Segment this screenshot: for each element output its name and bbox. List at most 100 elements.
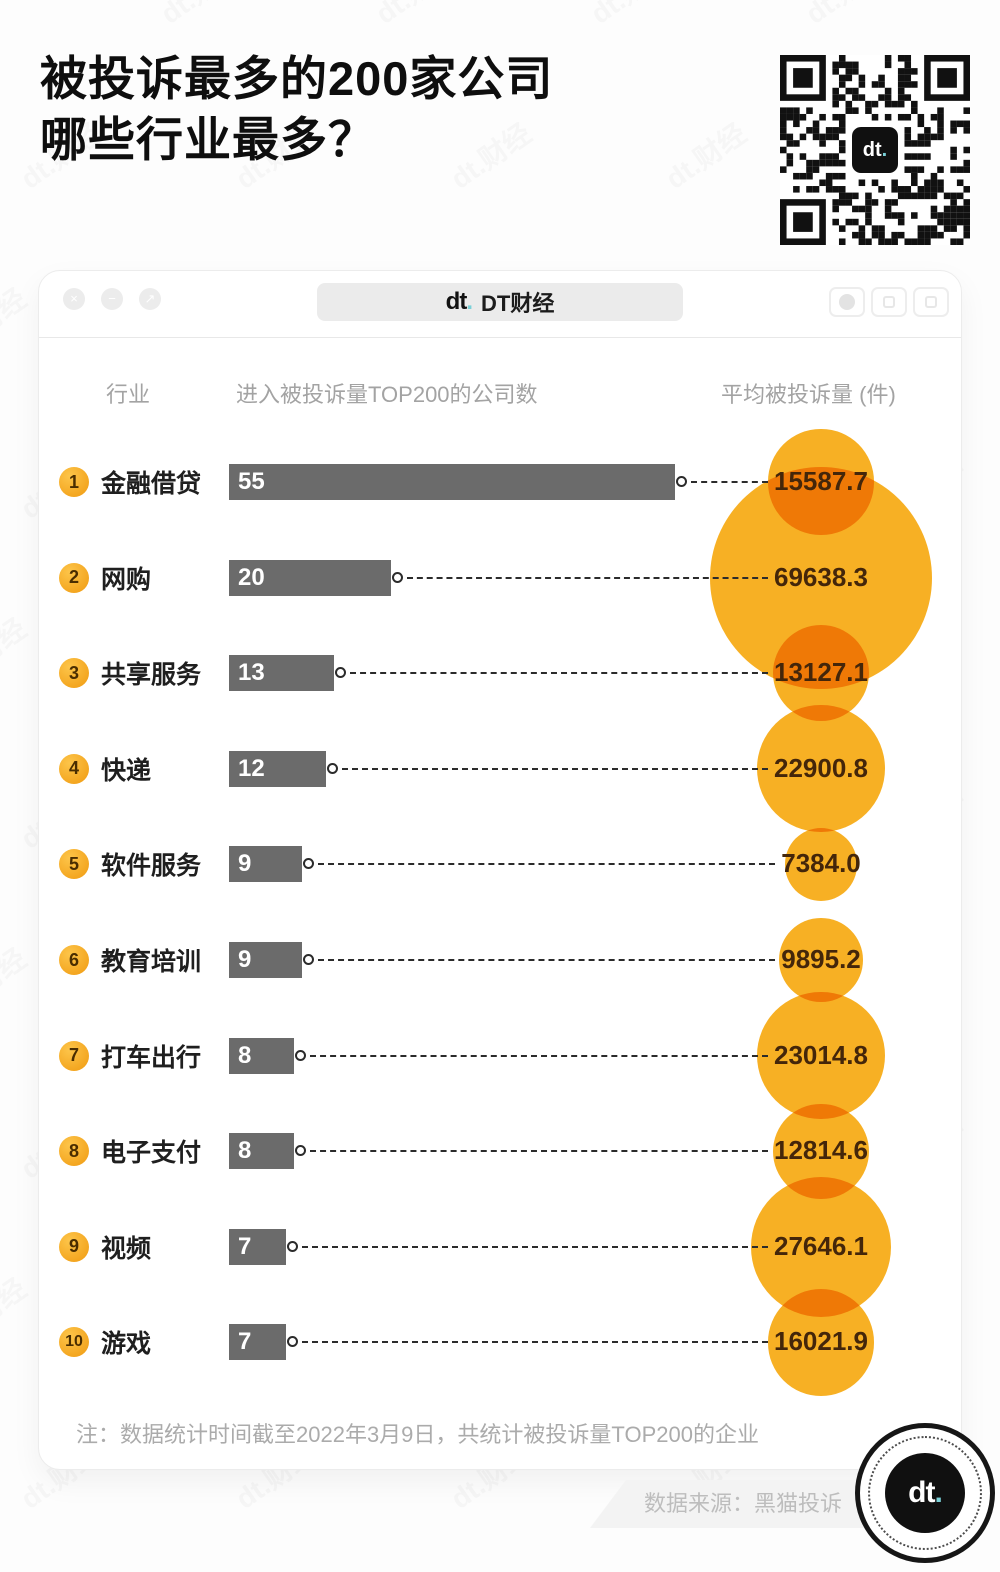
avg-value-label: 15587.7 [774, 466, 868, 496]
connector-line [301, 1245, 768, 1248]
company-count-value: 8 [238, 1137, 252, 1165]
industry-label: 教育培训 [101, 948, 202, 976]
company-count-bar: 8 [229, 1133, 294, 1170]
watermark-text: dt.财经 [367, 0, 464, 32]
record-icon[interactable] [829, 287, 865, 317]
company-count-bar: 9 [229, 846, 302, 883]
company-count-bar: 13 [229, 655, 335, 692]
connector-line [317, 959, 776, 961]
panel-icon[interactable] [913, 287, 949, 317]
column-header-average: 平均被投诉量 (件) [721, 382, 896, 407]
company-count-value: 13 [238, 659, 265, 687]
rank-badge: 5 [59, 849, 89, 880]
connector-line [342, 767, 768, 770]
connector-line [309, 1054, 768, 1057]
industry-label: 游戏 [101, 1330, 152, 1359]
page-title: 被投诉最多的200家公司 哪些行业最多？ [40, 48, 553, 170]
watermark-text: dt.财经 [0, 0, 34, 32]
chart-row: 8 电子支付 8 12814.6 [39, 1103, 963, 1199]
qr-modules [780, 55, 970, 250]
rank-badge: 4 [59, 753, 89, 784]
rank-badge: 8 [59, 1136, 89, 1167]
marker-dot [327, 762, 339, 774]
expand-icon[interactable]: ↗ [139, 288, 161, 310]
marker-dot [302, 954, 314, 965]
industry-label: 视频 [101, 1234, 152, 1263]
rank-badge: 6 [59, 945, 89, 975]
company-count-value: 20 [238, 563, 265, 591]
chart-row: 10 游戏 7 16021.9 [39, 1294, 963, 1390]
qr-logo-text: dt [862, 138, 882, 161]
avg-value-label: 23014.8 [774, 1039, 868, 1070]
marker-dot [294, 1049, 306, 1061]
dt-seal-logo-icon: dt. [885, 1453, 965, 1533]
avg-complaints-bubble [779, 918, 863, 1002]
close-icon[interactable]: × [63, 288, 85, 310]
avg-value-label: 9895.2 [781, 944, 861, 974]
chart-row: 9 视频 7 27646.1 [39, 1199, 963, 1295]
footnote: 注：数据统计时间截至2022年3月9日，共统计被投诉量TOP200的企业 [76, 1422, 759, 1447]
industry-label: 软件服务 [101, 852, 202, 881]
company-count-value: 9 [238, 850, 252, 878]
watermark-text: dt.财经 [0, 612, 32, 690]
industry-label: 网购 [101, 565, 152, 594]
chart-row: 2 网购 20 69638.3 [39, 530, 963, 626]
marker-dot [286, 1240, 298, 1252]
page-title-line2: 哪些行业最多？ [40, 113, 376, 167]
chart-row: 1 金融借贷 55 15587.7 [39, 434, 963, 530]
minimize-icon[interactable]: − [101, 288, 123, 310]
rank-badge: 3 [59, 658, 89, 689]
marker-dot [286, 1336, 298, 1348]
connector-line [690, 481, 768, 483]
avg-complaints-bubble [757, 991, 885, 1120]
marker-dot [302, 858, 314, 870]
chart-row: 5 软件服务 9 7384.0 [39, 816, 963, 912]
card-header: × − ↗ dt. DT财经 [39, 271, 961, 337]
industry-label: 电子支付 [101, 1139, 202, 1168]
rank-badge: 2 [59, 562, 89, 593]
company-count-value: 9 [238, 946, 252, 973]
avg-complaints-bubble [767, 1289, 875, 1396]
page-title-line1: 被投诉最多的200家公司 [40, 52, 554, 105]
company-count-bar: 20 [229, 559, 391, 596]
watermark-text: dt.财经 [152, 0, 249, 32]
dotted-ring [868, 1436, 982, 1550]
industry-label: 金融借贷 [101, 470, 202, 498]
avg-value-label: 22900.8 [774, 752, 868, 783]
company-count-bar: 9 [229, 942, 302, 978]
connector-line [407, 576, 768, 579]
dt-brand-seal: dt. [855, 1423, 995, 1563]
qr-code: dt. [780, 55, 970, 245]
watermark-text: dt.财经 [0, 282, 32, 360]
rank-badge: 9 [59, 1231, 89, 1262]
watermark-text: dt.财经 [0, 942, 32, 1020]
marker-dot [335, 667, 347, 679]
company-count-value: 7 [238, 1328, 252, 1356]
window-icon[interactable] [871, 287, 907, 317]
connector-line [309, 1150, 768, 1153]
chart-card: × − ↗ dt. DT财经 行业 进入被投诉量TOP200的公司数 平均被投诉… [38, 270, 962, 1470]
avg-value-label: 13127.1 [774, 657, 868, 688]
row-layer: 1 金融借贷 55 15587.7 2 网购 20 69638.3 3 共享服务 13 13127.1… [39, 271, 961, 1469]
company-count-bar: 7 [229, 1228, 286, 1265]
watermark-text: dt.财经 [0, 1272, 32, 1350]
rank-badge: 1 [59, 467, 89, 497]
rank-badge: 10 [59, 1327, 89, 1358]
connector-line [301, 1341, 768, 1344]
avg-complaints-bubble [784, 828, 858, 901]
chart-row: 6 教育培训 9 9895.2 [39, 912, 963, 1008]
company-count-value: 8 [238, 1041, 252, 1069]
avg-value-label: 12814.6 [774, 1135, 868, 1166]
marker-dot [675, 476, 687, 487]
dt-logo-icon: dt. [849, 124, 901, 176]
industry-label: 快递 [101, 756, 152, 785]
column-header-companies: 进入被投诉量TOP200的公司数 [236, 382, 538, 407]
chart-row: 4 快递 12 22900.8 [39, 721, 963, 817]
industry-label: 共享服务 [101, 661, 202, 690]
marker-dot [294, 1145, 306, 1157]
company-count-bar: 7 [229, 1324, 286, 1361]
company-count-value: 7 [238, 1232, 252, 1260]
header-divider [39, 337, 961, 338]
marker-dot [392, 571, 403, 583]
